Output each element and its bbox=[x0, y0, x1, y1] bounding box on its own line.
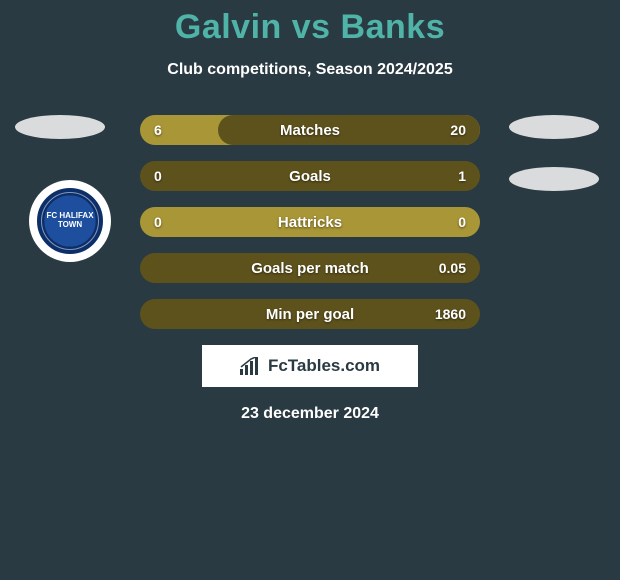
stats-container: 6 Matches 20 0 Goals 1 0 Hattricks 0 Goa… bbox=[140, 115, 480, 329]
stat-row-matches: 6 Matches 20 bbox=[140, 115, 480, 145]
player2-badge-placeholder-2 bbox=[509, 167, 599, 191]
page-title: Galvin vs Banks bbox=[0, 0, 620, 47]
brand-box: FcTables.com bbox=[202, 345, 418, 387]
player2-name: Banks bbox=[341, 8, 446, 46]
stat-row-goals: 0 Goals 1 bbox=[140, 161, 480, 191]
stat-row-hattricks: 0 Hattricks 0 bbox=[140, 207, 480, 237]
vs-label: vs bbox=[292, 8, 331, 46]
date-label: 23 december 2024 bbox=[0, 405, 620, 423]
stat-label: Goals bbox=[140, 161, 480, 191]
player2-badge-placeholder-1 bbox=[509, 115, 599, 139]
stat-label: Goals per match bbox=[140, 253, 480, 283]
stat-right-value: 20 bbox=[450, 115, 466, 145]
stat-row-goals-per-match: Goals per match 0.05 bbox=[140, 253, 480, 283]
stat-label: Min per goal bbox=[140, 299, 480, 329]
stat-right-value: 0 bbox=[458, 207, 466, 237]
player1-name: Galvin bbox=[175, 8, 282, 46]
subtitle: Club competitions, Season 2024/2025 bbox=[0, 61, 620, 79]
stat-right-value: 0.05 bbox=[439, 253, 466, 283]
stat-right-value: 1 bbox=[458, 161, 466, 191]
club-crest-inner: FC HALIFAX TOWN bbox=[34, 185, 106, 257]
chart-icon bbox=[240, 357, 262, 375]
stat-row-min-per-goal: Min per goal 1860 bbox=[140, 299, 480, 329]
stat-label: Matches bbox=[140, 115, 480, 145]
player1-badge-placeholder bbox=[15, 115, 105, 139]
stat-label: Hattricks bbox=[140, 207, 480, 237]
club-crest-label: FC HALIFAX TOWN bbox=[37, 212, 103, 230]
content-area: 6 Matches 20 0 Goals 1 0 Hattricks 0 Goa… bbox=[0, 115, 620, 423]
brand-text: FcTables.com bbox=[268, 356, 380, 376]
club-crest: FC HALIFAX TOWN bbox=[29, 180, 111, 262]
stat-right-value: 1860 bbox=[435, 299, 466, 329]
